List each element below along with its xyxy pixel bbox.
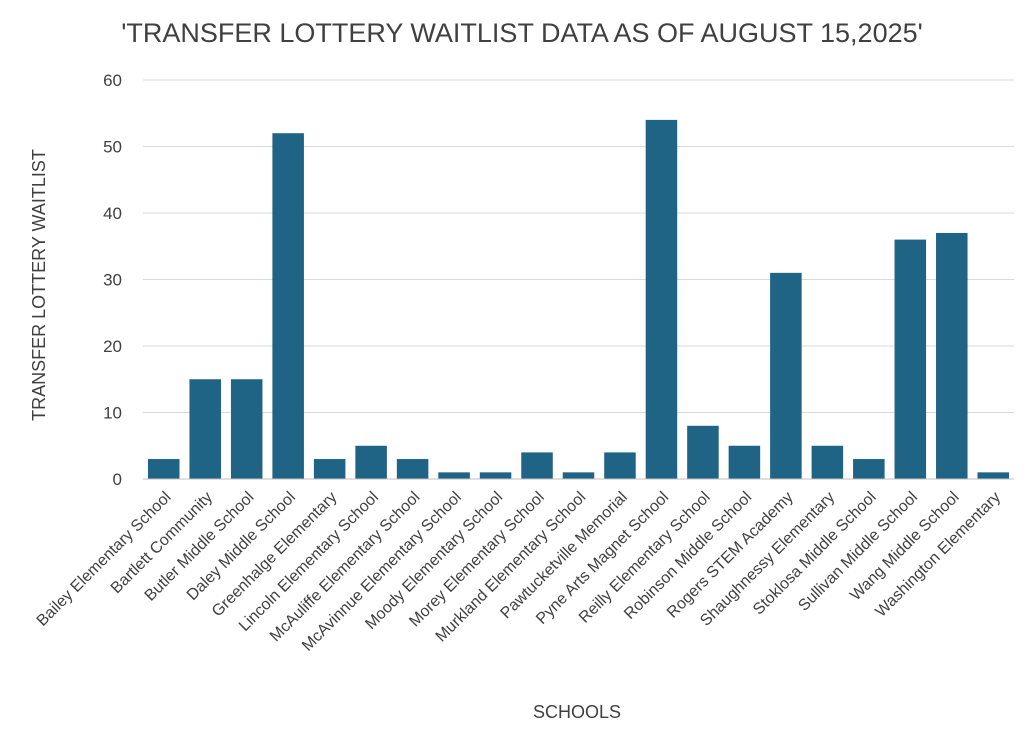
bar <box>562 472 595 479</box>
bar <box>147 459 180 479</box>
bar <box>811 445 844 479</box>
bar <box>313 459 346 479</box>
y-tick-label: 50 <box>103 138 122 157</box>
y-tick-label: 30 <box>103 271 122 290</box>
y-axis-ticks: 0 10 20 30 40 50 60 <box>103 71 122 489</box>
bar <box>189 379 221 479</box>
bar <box>604 452 636 479</box>
y-tick-label: 10 <box>103 404 122 423</box>
bar <box>977 472 1010 479</box>
bar <box>853 459 885 479</box>
bar <box>230 379 263 479</box>
bar <box>770 272 802 479</box>
bar <box>479 472 512 479</box>
y-tick-label: 40 <box>103 204 122 223</box>
y-tick-label: 20 <box>103 337 122 356</box>
bars <box>147 119 1010 480</box>
bar <box>936 232 968 479</box>
chart-title: 'TRANSFER LOTTERY WAITLIST DATA AS OF AU… <box>121 18 923 48</box>
y-tick-label: 60 <box>103 71 122 90</box>
bar <box>396 459 429 479</box>
bar <box>894 239 927 479</box>
bar <box>728 445 761 479</box>
x-axis-label: SCHOOLS <box>533 702 621 722</box>
bar <box>355 445 387 479</box>
bar <box>272 133 304 479</box>
bar <box>438 472 470 479</box>
bar <box>687 425 719 479</box>
y-tick-label: 0 <box>113 470 122 489</box>
y-axis-label: TRANSFER LOTTERY WAITLIST <box>29 149 49 421</box>
bar <box>521 452 553 479</box>
bar <box>645 119 678 480</box>
